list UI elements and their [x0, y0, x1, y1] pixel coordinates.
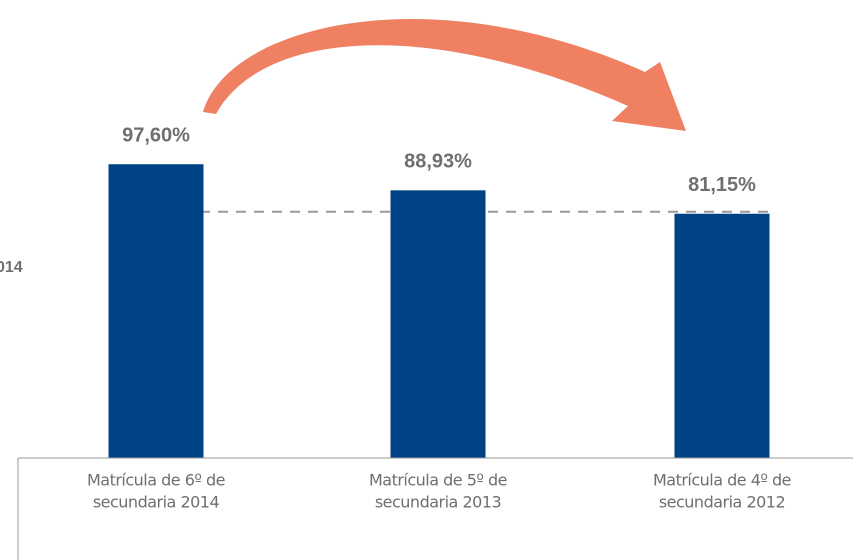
x-tick-label: secundaria 2014 [93, 493, 220, 512]
bar [674, 213, 770, 458]
x-tick-label: Matrícula de 6º de [87, 471, 225, 490]
arrow [203, 19, 686, 131]
bar [108, 164, 204, 458]
value-label: 81,15% [688, 174, 756, 196]
x-tick-label: secundaria 2013 [375, 493, 501, 512]
x-tick-label: Matrícula de 5º de [369, 471, 507, 490]
x-tick-label: Matrícula de 4º de [653, 471, 791, 490]
value-label: 97,60% [122, 125, 190, 147]
x-tick-label: secundaria 2012 [659, 493, 785, 512]
value-label: 88,93% [404, 151, 472, 173]
annotation: 014 [0, 259, 23, 276]
bar [390, 190, 486, 459]
